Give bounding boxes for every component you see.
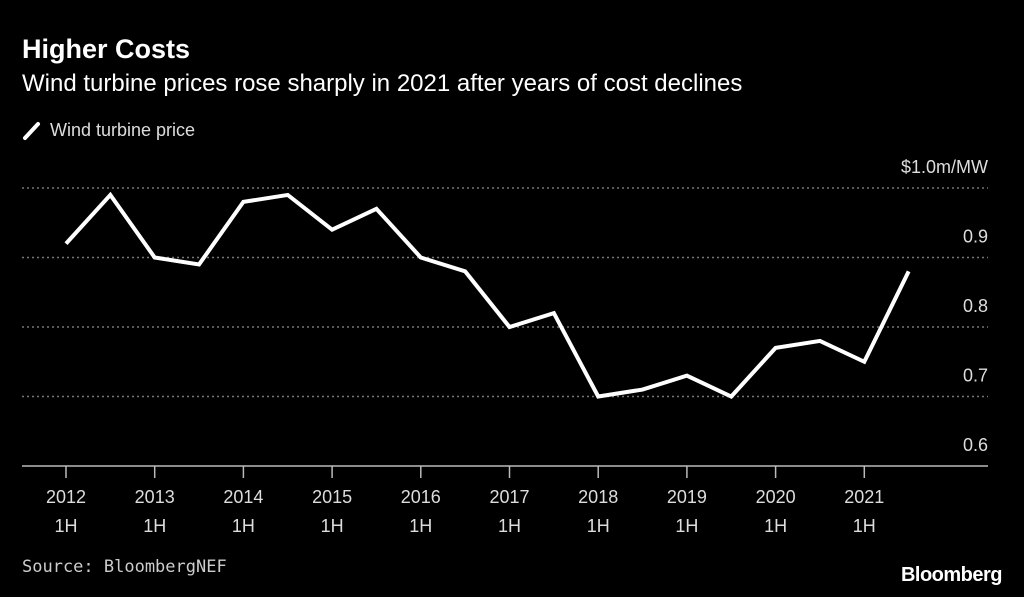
legend-line-icon (23, 121, 40, 140)
y-tick-label: 0.6 (963, 435, 988, 455)
y-tick-label: $1.0m/MW (901, 157, 988, 177)
x-tick-label-year: 2020 (756, 487, 796, 507)
x-tick-label-half: 1H (409, 516, 432, 536)
legend-label: Wind turbine price (50, 120, 196, 140)
x-tick-label-year: 2014 (223, 487, 263, 507)
x-tick-label-half: 1H (764, 516, 787, 536)
x-tick-label-year: 2021 (844, 487, 884, 507)
x-tick-label-half: 1H (321, 516, 344, 536)
chart-subtitle: Wind turbine prices rose sharply in 2021… (22, 70, 743, 97)
series-line-wind-turbine-price (64, 191, 911, 399)
x-tick-label-year: 2018 (578, 487, 618, 507)
x-tick-label-half: 1H (143, 516, 166, 536)
x-tick-label-year: 2012 (46, 487, 86, 507)
y-tick-label: 0.9 (963, 227, 988, 247)
source-note: Source: BloombergNEF (22, 557, 227, 577)
legend: Wind turbine price (22, 120, 195, 141)
bloomberg-logo: Bloomberg (900, 564, 1003, 586)
chart-title: Higher Costs (22, 34, 191, 64)
x-tick-label-half: 1H (675, 516, 698, 536)
x-tick-label-year: 2015 (312, 487, 352, 507)
x-tick-label-half: 1H (853, 516, 876, 536)
x-tick-label-year: 2019 (667, 487, 707, 507)
x-tick-label-year: 2016 (401, 487, 441, 507)
y-tick-label: 0.8 (963, 296, 988, 316)
x-tick-label-half: 1H (232, 516, 255, 536)
x-tick-label-half: 1H (498, 516, 521, 536)
x-tick-label-half: 1H (587, 516, 610, 536)
x-tick-label-year: 2017 (489, 487, 529, 507)
x-tick-label-half: 1H (54, 516, 77, 536)
x-tick-label-year: 2013 (135, 487, 175, 507)
y-tick-label: 0.7 (963, 366, 988, 386)
